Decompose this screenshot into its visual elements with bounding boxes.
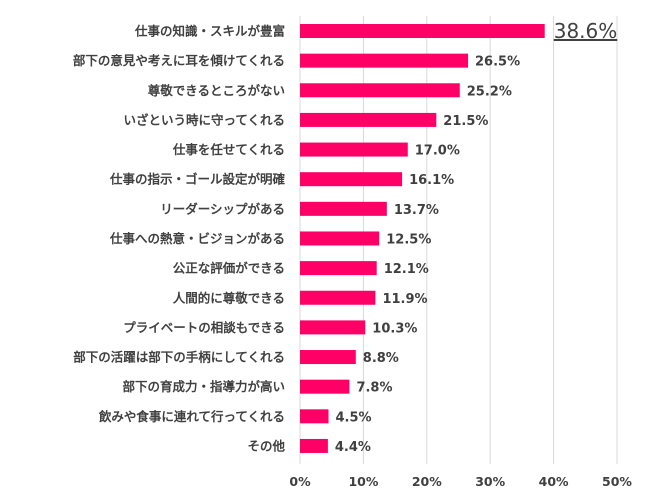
x-tick-label: 10% bbox=[348, 474, 378, 489]
x-tick-label: 20% bbox=[412, 474, 442, 489]
category-label: 仕事を任せてくれる bbox=[172, 142, 285, 157]
value-label: 8.8% bbox=[363, 351, 399, 366]
value-label: 12.1% bbox=[384, 262, 429, 277]
category-label: 尊敬できるところがない bbox=[148, 83, 285, 98]
category-label: プライベートの相談もできる bbox=[123, 320, 285, 335]
category-label: 仕事への熱意・ビジョンがある bbox=[109, 231, 285, 246]
bar bbox=[300, 172, 403, 187]
bar bbox=[300, 24, 545, 38]
value-label: 25.2% bbox=[467, 84, 512, 99]
value-label: 13.7% bbox=[394, 203, 439, 218]
category-label: 部下の意見や考えに耳を傾けてくれる bbox=[73, 53, 285, 68]
category-label: 飲みや食事に連れて行ってくれる bbox=[98, 409, 285, 424]
bar bbox=[300, 438, 328, 453]
bar bbox=[300, 379, 350, 394]
bar bbox=[300, 290, 376, 305]
bar bbox=[300, 261, 377, 276]
value-label: 21.5% bbox=[443, 114, 488, 129]
value-label: 16.1% bbox=[409, 173, 454, 188]
bar bbox=[300, 231, 380, 246]
bar bbox=[300, 201, 387, 216]
bar bbox=[300, 53, 469, 68]
value-label: 4.4% bbox=[335, 440, 371, 455]
x-tick-label: 0% bbox=[289, 474, 311, 489]
category-label: いざという時に守ってくれる bbox=[123, 112, 285, 127]
value-label: 26.5% bbox=[475, 55, 520, 70]
x-tick-label: 30% bbox=[475, 474, 505, 489]
bar bbox=[300, 83, 460, 98]
value-label: 12.5% bbox=[386, 232, 431, 247]
value-label: 7.8% bbox=[356, 381, 392, 396]
value-label: 4.5% bbox=[336, 410, 372, 425]
highlighted-value-label: 38.6% bbox=[554, 19, 618, 43]
category-label: 仕事の指示・ゴール設定が明確 bbox=[109, 172, 286, 187]
x-tick-label: 40% bbox=[539, 474, 569, 489]
bar bbox=[300, 350, 356, 365]
x-tick-label: 50% bbox=[602, 474, 632, 489]
value-label: 10.3% bbox=[372, 321, 417, 336]
category-label: 公正な評価ができる bbox=[173, 261, 285, 276]
bar bbox=[300, 142, 408, 157]
category-label: 人間的に尊敬できる bbox=[173, 290, 285, 305]
category-label: その他 bbox=[247, 438, 285, 453]
category-label: リーダーシップがある bbox=[160, 201, 285, 216]
bar bbox=[300, 112, 437, 127]
category-label: 部下の活躍は部下の手柄にしてくれる bbox=[73, 350, 285, 365]
bar bbox=[300, 320, 366, 335]
value-label: 17.0% bbox=[415, 144, 460, 159]
bar bbox=[300, 409, 329, 424]
value-label: 11.9% bbox=[382, 292, 427, 307]
category-label: 仕事の知識・スキルが豊富 bbox=[134, 24, 285, 39]
category-label: 部下の育成力・指導力が高い bbox=[122, 379, 285, 394]
